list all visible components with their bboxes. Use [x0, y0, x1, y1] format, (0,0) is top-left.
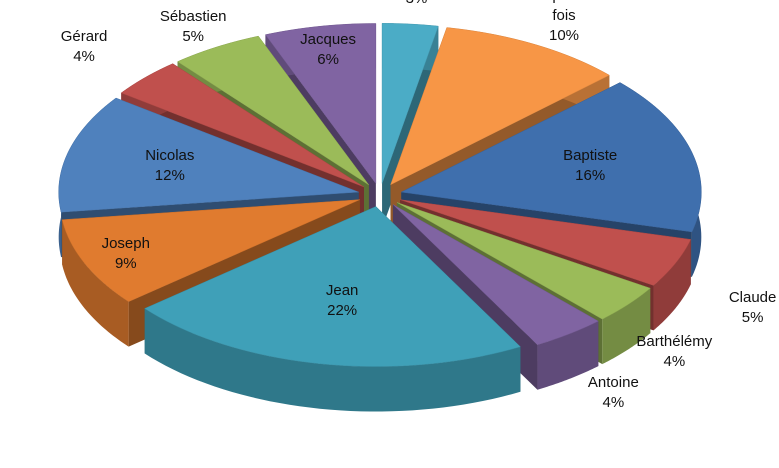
slice-label: Claude 5%	[693, 288, 779, 328]
slice	[177, 35, 370, 186]
slice	[400, 82, 702, 233]
category-label: Jean	[325, 281, 359, 299]
slice	[400, 199, 692, 286]
slice	[265, 23, 377, 185]
slice-label: Antoine 4%	[553, 373, 673, 413]
value-label: 10%	[549, 27, 580, 45]
value-label: 9%	[114, 254, 137, 272]
slice	[61, 199, 360, 302]
slice-label: Gérard 4%	[24, 27, 144, 67]
value-label: 12%	[154, 167, 185, 185]
category-label: Baptiste	[563, 147, 618, 165]
slice	[396, 202, 651, 320]
value-label: 5%	[741, 308, 764, 326]
value-label: 16%	[575, 167, 606, 185]
slice-wall	[653, 239, 691, 331]
category-label: Gérard	[60, 27, 108, 45]
slice	[392, 204, 599, 345]
slice-label: Barthélémy 4%	[614, 332, 734, 372]
slice-label: Sébastien 5%	[133, 7, 253, 47]
value-label: 6%	[317, 50, 339, 68]
slice-label: Jacques 6%	[268, 30, 388, 70]
category-label: Antoine	[587, 374, 639, 392]
value-label: 4%	[602, 394, 625, 412]
slice-wall	[602, 288, 651, 365]
slice	[390, 27, 610, 186]
slice-wall	[144, 308, 521, 412]
value-label: 4%	[663, 352, 686, 370]
slice-wall	[537, 321, 599, 390]
slice-label: Nicolas 12%	[110, 146, 230, 186]
category-label: Nicolas	[145, 147, 195, 165]
category-label: Jacques	[300, 30, 357, 48]
category-label: Claude	[728, 288, 777, 306]
slice	[58, 97, 359, 213]
value-label: 3%	[357, 0, 477, 9]
category-label: Autres prénoms 1 fois	[505, 0, 623, 25]
value-label: 5%	[182, 27, 205, 45]
category-label: Sébastien	[159, 7, 227, 25]
slice-wall	[62, 219, 129, 347]
slice	[120, 63, 365, 188]
category-label: Joseph	[101, 234, 150, 252]
slice-label: Valentin3%	[357, 0, 477, 9]
slice-label: Jean 22%	[282, 281, 402, 321]
slice	[381, 23, 439, 184]
category-label: Barthélémy	[636, 332, 713, 350]
slice-label: Joseph 9%	[66, 234, 186, 274]
value-label: 22%	[327, 301, 358, 319]
value-label: 4%	[73, 47, 95, 65]
slice	[144, 206, 521, 367]
slice-label: Autres prénoms 1 fois 10%	[504, 0, 624, 46]
slice-label: Baptiste 16%	[530, 146, 650, 186]
